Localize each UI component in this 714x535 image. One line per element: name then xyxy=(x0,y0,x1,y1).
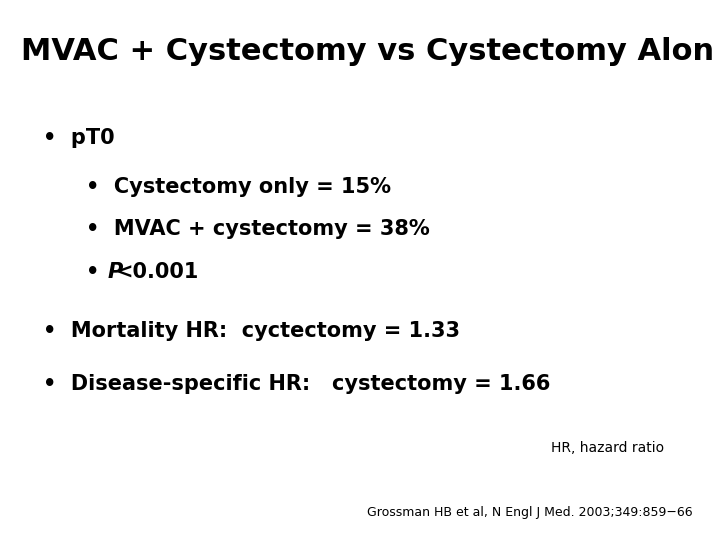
Text: <0.001: <0.001 xyxy=(116,262,199,282)
Text: MVAC + Cystectomy vs Cystectomy Alone: MVAC + Cystectomy vs Cystectomy Alone xyxy=(21,37,714,66)
Text: •  pT0: • pT0 xyxy=(43,128,114,148)
Text: •  Mortality HR:  cyctectomy = 1.33: • Mortality HR: cyctectomy = 1.33 xyxy=(43,321,460,341)
Text: •  MVAC + cystectomy = 38%: • MVAC + cystectomy = 38% xyxy=(86,219,429,239)
Text: P: P xyxy=(107,262,122,282)
Text: Grossman HB et al, N Engl J Med. 2003;349:859−66: Grossman HB et al, N Engl J Med. 2003;34… xyxy=(367,506,693,519)
Text: HR, hazard ratio: HR, hazard ratio xyxy=(551,441,664,455)
Text: •  Disease-specific HR:   cystectomy = 1.66: • Disease-specific HR: cystectomy = 1.66 xyxy=(43,374,550,394)
Text: •: • xyxy=(86,262,99,282)
Text: •  Cystectomy only = 15%: • Cystectomy only = 15% xyxy=(86,177,391,196)
